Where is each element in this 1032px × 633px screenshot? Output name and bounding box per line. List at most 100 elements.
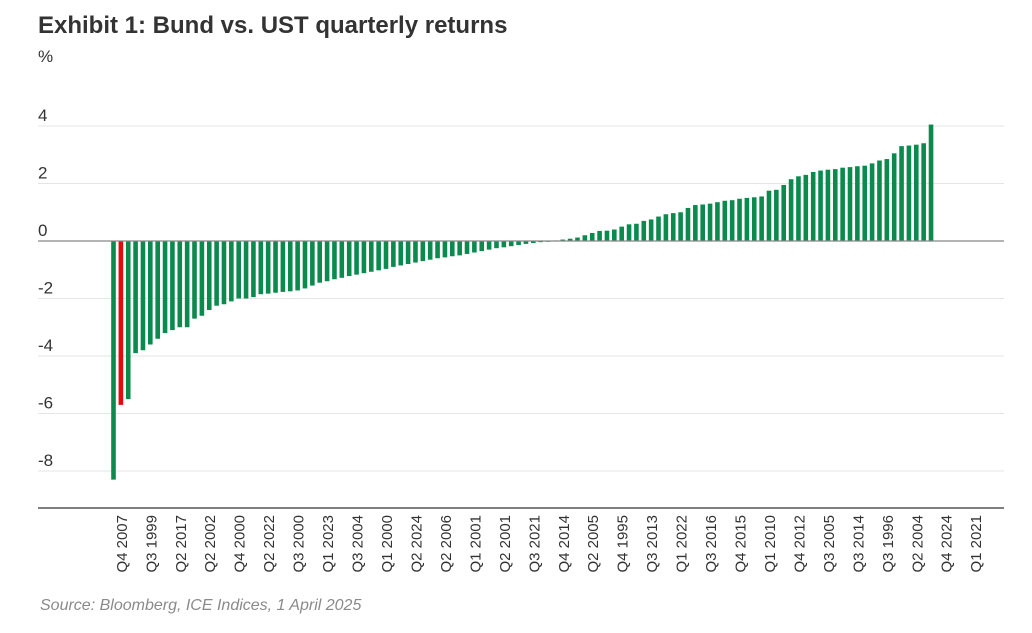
- x-tick-label: Q4 2024: [939, 515, 956, 573]
- bar: [184, 241, 190, 328]
- x-tick-label: Q2 2004: [909, 515, 926, 573]
- bar: [604, 230, 610, 241]
- bar: [251, 241, 256, 298]
- bar: [310, 241, 315, 286]
- bar: [214, 241, 219, 306]
- bar: [641, 220, 647, 242]
- bar: [354, 241, 359, 275]
- bar: [855, 166, 860, 241]
- bar: [759, 196, 764, 241]
- bar: [398, 241, 404, 266]
- bar: [788, 179, 794, 241]
- bar: [472, 241, 477, 253]
- x-axis-ticks: Q4 2007 Q3 1999 Q2 2017 Q2 2002 Q4 2000 Q2 20…: [114, 515, 985, 573]
- x-tick-label: Q2 2024: [408, 515, 425, 573]
- bar: [729, 200, 735, 241]
- x-tick-label: Q4 2012: [791, 515, 808, 573]
- bar: [715, 202, 720, 241]
- bars: [111, 124, 934, 480]
- bar: [317, 241, 323, 283]
- bar: [862, 165, 868, 241]
- bar: [479, 241, 485, 252]
- bar: [464, 241, 470, 254]
- bar: [626, 224, 632, 241]
- x-tick-label: Q3 2014: [850, 515, 867, 573]
- y-tick-label: 2: [38, 164, 47, 183]
- x-tick-label: Q3 2000: [291, 515, 308, 573]
- x-tick-label: Q3 2021: [526, 515, 543, 573]
- bar: [391, 241, 396, 267]
- bar: [803, 174, 809, 242]
- x-tick-label: Q1 2023: [320, 515, 337, 573]
- bar: [869, 163, 875, 242]
- x-tick-label: Q4 2014: [556, 515, 573, 573]
- axes: [38, 240, 1004, 509]
- bar: [148, 241, 153, 345]
- bar: [597, 230, 602, 241]
- bar: [155, 241, 160, 339]
- bar: [737, 198, 742, 241]
- bar: [199, 241, 205, 316]
- bar: [700, 204, 705, 241]
- bar: [162, 241, 168, 333]
- bar: [656, 216, 661, 241]
- bar: [531, 241, 536, 244]
- bar: [111, 241, 116, 480]
- y-axis-ticks: 4 2 0 -2 -4 -6 -8: [38, 106, 53, 470]
- y-tick-label: -6: [38, 394, 53, 413]
- x-tick-label: Q3 2016: [703, 515, 720, 573]
- bar: [221, 241, 227, 305]
- bar: [287, 241, 293, 292]
- bar: [457, 241, 462, 256]
- bar: [236, 241, 241, 299]
- bar: [243, 241, 249, 299]
- chart-title: Exhibit 1: Bund vs. UST quarterly return…: [38, 12, 508, 39]
- bar: [118, 241, 124, 405]
- x-tick-label: Q2 2002: [202, 515, 219, 573]
- x-tick-label: Q1 2000: [379, 515, 396, 573]
- bar: [589, 232, 595, 241]
- y-tick-label: -4: [38, 336, 53, 355]
- bar: [324, 241, 330, 282]
- bar: [891, 153, 897, 241]
- bar: [575, 237, 580, 241]
- x-tick-label: Q4 2007: [114, 515, 131, 573]
- bar: [928, 124, 934, 241]
- bar: [840, 167, 845, 241]
- bar: [582, 235, 588, 241]
- x-tick-label: Q4 2015: [733, 515, 750, 573]
- bar: [383, 241, 389, 269]
- bar: [612, 229, 617, 241]
- source-note: Source: Bloomberg, ICE Indices, 1 April …: [40, 597, 362, 614]
- bar: [442, 241, 448, 258]
- bar: [781, 184, 787, 241]
- x-tick-label: Q2 2005: [585, 515, 602, 573]
- bar: [486, 241, 492, 250]
- bar: [427, 241, 433, 260]
- bar: [685, 207, 691, 241]
- x-tick-label: Q2 2022: [261, 515, 278, 573]
- bar: [302, 241, 308, 289]
- bar: [501, 241, 507, 248]
- bar: [707, 203, 713, 242]
- bar: [133, 241, 138, 354]
- bar: [405, 241, 411, 264]
- bar: [258, 241, 264, 295]
- x-tick-label: Q4 2000: [232, 515, 249, 573]
- bar: [774, 189, 779, 241]
- x-tick-label: Q1 2022: [674, 515, 691, 573]
- bar: [206, 241, 212, 310]
- bar: [295, 241, 300, 291]
- bar: [810, 172, 816, 241]
- x-tick-label: Q1 2001: [467, 515, 484, 573]
- x-tick-label: Q3 1999: [143, 515, 160, 573]
- bar: [825, 169, 831, 241]
- bar: [884, 159, 890, 241]
- x-tick-label: Q2 2017: [173, 515, 190, 573]
- bar: [751, 197, 757, 241]
- bar: [877, 160, 882, 241]
- bar: [567, 238, 573, 241]
- bar: [744, 197, 750, 242]
- bar: [177, 241, 183, 328]
